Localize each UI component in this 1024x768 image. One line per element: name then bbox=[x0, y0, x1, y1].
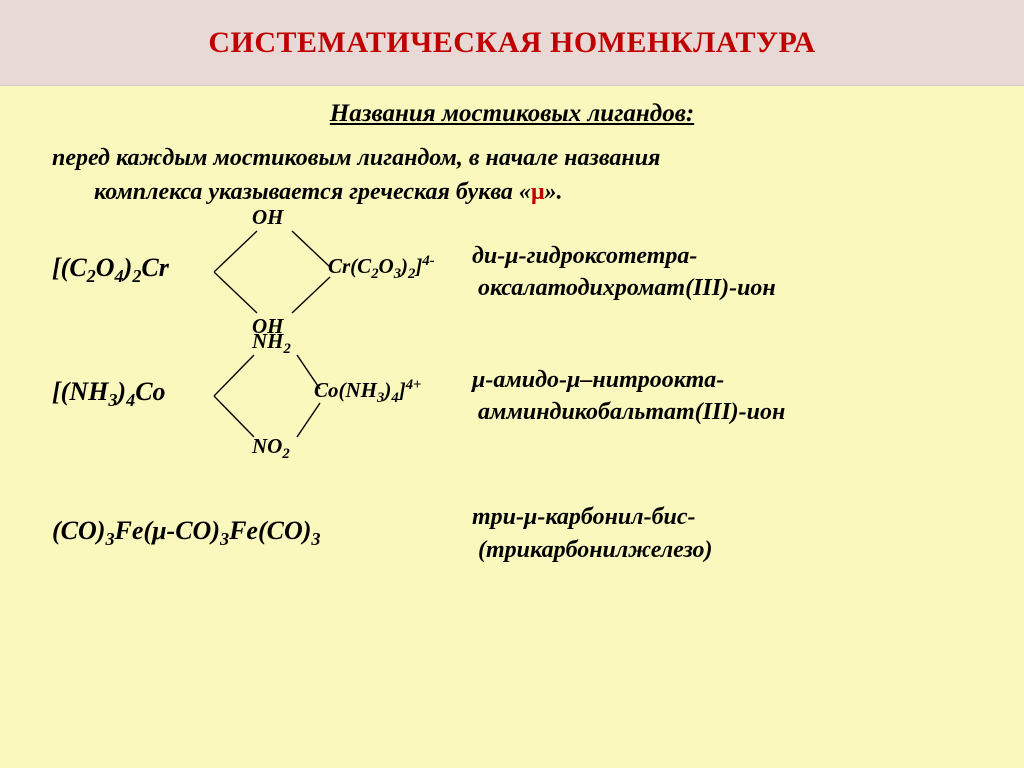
slide-header: СИСТЕМАТИЧЕСКАЯ НОМЕНКЛАТУРА bbox=[0, 0, 1024, 86]
example-1: [(C2O4)2Cr OH OH Cr(C2O3)2]4- ди-μ-гидро… bbox=[52, 207, 972, 337]
intro-line1: перед каждым мостиковым лигандом, в нача… bbox=[52, 145, 660, 171]
mu-letter: μ bbox=[531, 179, 545, 205]
ex1-left-formula: [(C2O4)2Cr bbox=[52, 253, 169, 287]
slide-content: Названия мостиковых лигандов: перед кажд… bbox=[0, 86, 1024, 566]
ex1-bridge-svg bbox=[202, 207, 372, 337]
ex2-left-formula: [(NH3)4Co bbox=[52, 377, 166, 411]
example-2-structure: [(NH3)4Co NH2 NO2 Co(NH3)4]4+ bbox=[52, 331, 472, 461]
example-3-name: три-μ-карбонил-бис- (трикарбонилжелезо) bbox=[472, 501, 972, 566]
ex3-formula: (CO)3Fe(μ-CO)3Fe(CO)3 bbox=[52, 516, 321, 550]
example-2: [(NH3)4Co NH2 NO2 Co(NH3)4]4+ μ-амидо-μ–… bbox=[52, 331, 972, 461]
example-3: (CO)3Fe(μ-CO)3Fe(CO)3 три-μ-карбонил-бис… bbox=[52, 501, 972, 566]
example-2-name: μ-амидо-μ–нитроокта- амминдикобальтат(II… bbox=[472, 364, 972, 429]
intro-line2: комплекса указывается греческая буква «μ… bbox=[52, 179, 563, 205]
example-1-structure: [(C2O4)2Cr OH OH Cr(C2O3)2]4- bbox=[52, 207, 472, 337]
slide-title: СИСТЕМАТИЧЕСКАЯ НОМЕНКЛАТУРА bbox=[208, 26, 815, 60]
example-1-name: ди-μ-гидроксотетра- оксалатодихромат(III… bbox=[472, 240, 972, 305]
example-3-structure: (CO)3Fe(μ-CO)3Fe(CO)3 bbox=[52, 516, 472, 550]
intro-text: перед каждым мостиковым лигандом, в нача… bbox=[52, 142, 972, 209]
subtitle: Названия мостиковых лигандов: bbox=[52, 100, 972, 128]
ex2-bridge-svg bbox=[202, 331, 372, 461]
